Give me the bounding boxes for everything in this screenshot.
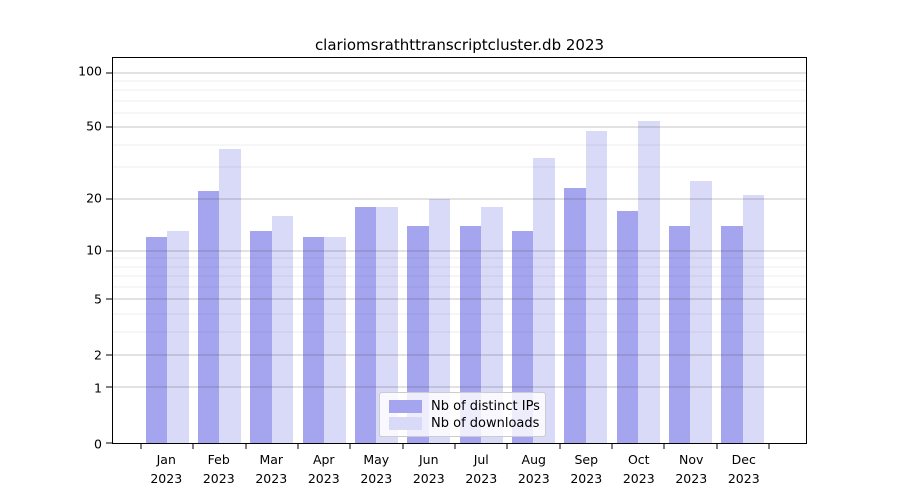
bar-group-nov xyxy=(664,58,716,443)
x-axis-labels: Jan 2023 Feb 2023 Mar 2023 Apr 2023 May 2023 Jun 20… xyxy=(140,451,770,489)
x-tick-6 xyxy=(454,443,456,449)
bar-downloads-may xyxy=(376,206,398,443)
y-axis-tick-label-100: 100 xyxy=(78,63,102,79)
y-axis-tick-label-2: 2 xyxy=(94,347,102,363)
x-axis-label-feb: Feb 2023 xyxy=(202,452,235,486)
x-axis-label-jan: Jan 2023 xyxy=(150,452,183,486)
x-axis-label-apr: Apr 2023 xyxy=(307,452,340,486)
x-axis-label-jul: Jul 2023 xyxy=(465,452,498,486)
y-tick-100 xyxy=(106,72,112,74)
x-axis-label-sep: Sep 2023 xyxy=(570,452,603,486)
x-tick-2 xyxy=(245,443,247,449)
legend: Nb of distinct IPs Nb of downloads xyxy=(379,392,546,437)
bar-downloads-dec xyxy=(742,194,765,443)
bar-distinct-ips-aug xyxy=(512,231,534,443)
legend-label-distinct-ips: Nb of distinct IPs xyxy=(431,399,540,414)
bar-downloads-feb xyxy=(219,148,241,443)
y-axis-tick-label-10: 10 xyxy=(86,242,102,258)
y-tick-10 xyxy=(106,250,112,251)
bar-group-sep xyxy=(560,58,612,443)
x-tick-11 xyxy=(716,443,718,449)
x-tick-1 xyxy=(192,443,194,449)
bar-distinct-ips-jan xyxy=(145,237,168,443)
bar-distinct-ips-jul xyxy=(459,225,482,443)
legend-item-downloads: Nb of downloads xyxy=(389,415,540,432)
x-axis-label-oct: Oct 2023 xyxy=(622,452,655,486)
bar-downloads-oct xyxy=(638,121,660,443)
y-tick-0 xyxy=(106,442,112,444)
bar-downloads-jun xyxy=(428,198,451,443)
x-tick-9 xyxy=(611,443,613,449)
y-axis-tick-label-20: 20 xyxy=(86,190,102,206)
y-tick-1 xyxy=(106,386,112,388)
bar-group-apr xyxy=(298,58,350,443)
bar-group-feb xyxy=(193,58,245,443)
bar-distinct-ips-jun xyxy=(407,225,429,443)
bar-distinct-ips-dec xyxy=(721,225,743,443)
bar-group-dec xyxy=(717,58,769,443)
bar-group-jun xyxy=(403,58,455,443)
x-axis-label-may: May 2023 xyxy=(360,452,393,486)
x-axis-label-dec: Dec 2023 xyxy=(727,452,760,486)
legend-item-distinct-ips: Nb of distinct IPs xyxy=(389,398,540,415)
bar-distinct-ips-feb xyxy=(198,191,220,443)
legend-label-downloads: Nb of downloads xyxy=(431,416,540,431)
bar-group-jul xyxy=(455,58,507,443)
x-axis-ticks xyxy=(140,443,770,449)
bars-layer xyxy=(141,58,769,443)
bar-distinct-ips-mar xyxy=(250,231,272,443)
bar-group-aug xyxy=(507,58,559,443)
bar-distinct-ips-nov xyxy=(668,225,691,443)
bar-downloads-aug xyxy=(533,157,555,443)
x-tick-12 xyxy=(768,443,770,449)
chart-title: clariomsrathttranscriptcluster.db 2023 xyxy=(314,36,605,54)
bar-downloads-sep xyxy=(585,130,608,443)
x-axis-label-nov: Nov 2023 xyxy=(675,452,708,486)
bar-distinct-ips-apr xyxy=(302,237,325,443)
bar-downloads-nov xyxy=(690,181,712,443)
y-axis-labels: 0 1 2 5 10 20 50 100 xyxy=(0,57,104,449)
y-axis-tick-label-1: 1 xyxy=(94,379,102,395)
y-axis-tick-label-50: 50 xyxy=(86,118,102,134)
bar-group-oct xyxy=(612,58,664,443)
y-tick-2 xyxy=(106,354,112,356)
plot-area: Nb of distinct IPs Nb of downloads xyxy=(106,57,807,449)
bar-downloads-jan xyxy=(167,231,189,443)
x-tick-10 xyxy=(663,443,665,449)
x-axis-label-mar: Mar 2023 xyxy=(255,452,288,486)
x-tick-8 xyxy=(559,443,561,449)
x-tick-3 xyxy=(297,443,299,449)
y-axis-tick-label-0: 0 xyxy=(94,435,102,451)
y-tick-5 xyxy=(106,298,112,300)
y-axis-tick-label-5: 5 xyxy=(94,291,102,307)
bar-downloads-apr xyxy=(324,237,346,443)
bar-downloads-jul xyxy=(481,206,503,443)
x-tick-4 xyxy=(349,443,351,449)
bar-downloads-mar xyxy=(271,215,294,443)
x-tick-5 xyxy=(402,443,404,449)
y-tick-50 xyxy=(106,126,112,128)
y-tick-20 xyxy=(106,198,112,200)
bar-group-jan xyxy=(141,58,193,443)
bar-group-mar xyxy=(246,58,298,443)
x-tick-7 xyxy=(506,443,508,449)
legend-swatch-distinct-ips xyxy=(389,400,422,413)
x-tick-0 xyxy=(140,443,142,449)
bar-distinct-ips-may xyxy=(355,206,377,443)
legend-swatch-downloads xyxy=(389,417,422,430)
x-axis-label-aug: Aug 2023 xyxy=(517,452,550,486)
bar-distinct-ips-sep xyxy=(564,187,586,443)
bar-distinct-ips-oct xyxy=(616,210,639,443)
bar-group-may xyxy=(350,58,402,443)
x-axis-label-jun: Jun 2023 xyxy=(412,452,445,486)
